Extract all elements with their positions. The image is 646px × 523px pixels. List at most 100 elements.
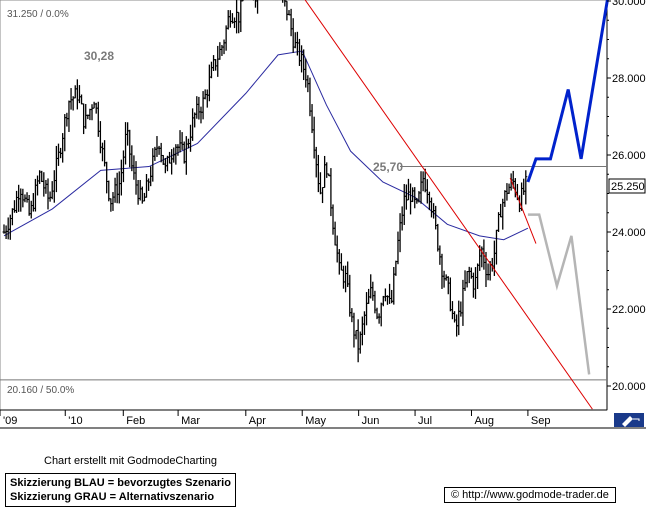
- ohlc-bar: [157, 145, 161, 155]
- ohlc-bar: [61, 133, 65, 163]
- legend-blue: Skizzierung BLAU = bevorzugtes Szenario: [10, 477, 231, 489]
- ohlc-bar: [88, 108, 92, 121]
- ohlc-bar: [233, 17, 237, 29]
- ohlc-bar: [392, 267, 396, 305]
- ohlc-bar: [396, 231, 400, 265]
- ohlc-bar: [73, 85, 77, 99]
- x-tick-label: Apr: [249, 415, 266, 427]
- y-axis-layer: 20.000 22.000 24.000 26.000 28.000 30.000: [607, 0, 646, 393]
- ohlc-bar: [21, 188, 25, 208]
- last-price-text: 25.250: [611, 181, 645, 193]
- ohlc-bar: [282, 0, 284, 3]
- ohlc-bar: [42, 172, 46, 197]
- ohlc-bar: [486, 263, 490, 281]
- price-bars-layer: [2, 0, 528, 363]
- ohlc-bar: [56, 143, 60, 166]
- ohlc-bar: [285, 0, 289, 21]
- last-price-badge: 25.250: [608, 178, 646, 194]
- ohlc-bar: [367, 288, 371, 304]
- ohlc-bar: [109, 198, 113, 212]
- ohlc-bar: [425, 179, 429, 204]
- x-tick-label: Sep: [531, 415, 551, 427]
- ohlc-bar: [119, 159, 123, 196]
- ohlc-bar: [46, 178, 50, 210]
- ohlc-bar: [302, 49, 306, 81]
- ohlc-bar: [65, 112, 69, 127]
- source-link[interactable]: © http://www.godmode-trader.de: [444, 487, 616, 503]
- ohlc-bar: [335, 235, 339, 263]
- ohlc-bar: [354, 329, 358, 340]
- ohlc-bar: [235, 0, 239, 34]
- x-tick-label: Jun: [362, 415, 380, 427]
- alternative-scenario-path: [527, 213, 591, 375]
- ohlc-bar: [105, 161, 109, 194]
- ohlc-bar: [333, 221, 337, 246]
- ohlc-bar: [409, 183, 413, 215]
- annotation-25-70: 25,70: [373, 160, 403, 174]
- ohlc-bar: [82, 103, 86, 135]
- ohlc-bar: [69, 88, 73, 110]
- chart-credit: Chart erstellt mit GodmodeCharting: [44, 455, 218, 467]
- ohlc-bar: [339, 253, 343, 271]
- ohlc-bar: [352, 312, 356, 348]
- ohlc-bar: [19, 188, 23, 212]
- ohlc-bar: [499, 203, 503, 218]
- ohlc-bar: [25, 192, 29, 203]
- ohlc-bar: [63, 114, 67, 152]
- ohlc-bar: [289, 8, 293, 37]
- ohlc-bar: [318, 172, 322, 195]
- y-tick-label: 22.000: [612, 304, 646, 316]
- ohlc-bar: [316, 154, 320, 193]
- legend-gray: Skizzierung GRAU = Alternativszenario: [10, 491, 215, 503]
- ohlc-bar: [228, 10, 232, 28]
- ohlc-bar: [406, 178, 410, 201]
- ohlc-bar: [394, 260, 398, 276]
- pencil-icon[interactable]: [614, 413, 644, 427]
- ohlc-bar: [138, 179, 142, 201]
- ohlc-bar: [134, 161, 138, 195]
- ohlc-bar: [440, 253, 444, 289]
- ohlc-bar: [436, 223, 440, 252]
- ohlc-bar: [77, 85, 81, 104]
- preferred-scenario-path: [526, 0, 609, 183]
- ohlc-bar: [467, 266, 471, 284]
- ohlc-bar: [421, 171, 425, 192]
- ohlc-bar: [474, 267, 478, 299]
- ohlc-bar: [218, 42, 222, 60]
- ohlc-bar: [80, 94, 84, 105]
- ohlc-bar: [199, 106, 203, 124]
- ohlc-bar: [497, 212, 501, 232]
- ohlc-bar: [381, 295, 385, 307]
- ohlc-bar: [48, 191, 52, 202]
- ohlc-bar: [124, 122, 128, 165]
- ohlc-bar: [180, 132, 184, 150]
- ohlc-bar: [15, 190, 19, 213]
- ohlc-bar: [214, 59, 218, 71]
- ohlc-bar: [522, 178, 526, 195]
- ohlc-bar: [344, 265, 348, 293]
- ohlc-bar: [501, 198, 505, 230]
- x-tick-label: Jul: [418, 415, 432, 427]
- ohlc-bar: [155, 136, 159, 157]
- ohlc-bar: [98, 121, 102, 154]
- moving-average-layer: [3, 50, 529, 241]
- y-axis-panel: [607, 0, 646, 410]
- ohlc-bar: [448, 277, 452, 312]
- ohlc-bar: [159, 142, 163, 163]
- fib-level-bottom-label: 20.160 / 50.0%: [7, 385, 74, 396]
- ohlc-bar: [205, 89, 209, 108]
- ohlc-bar: [170, 149, 174, 175]
- ohlc-bar: [400, 206, 404, 231]
- ohlc-bar: [54, 145, 58, 193]
- x-tick-label: Mar: [181, 415, 200, 427]
- ohlc-bar: [457, 300, 461, 336]
- ohlc-bar: [348, 274, 352, 317]
- fib-level-top-label: 31.250 / 0.0%: [7, 9, 69, 20]
- ohlc-bar: [224, 25, 228, 51]
- ohlc-bar: [111, 192, 115, 211]
- ohlc-bar: [377, 313, 381, 324]
- ohlc-bar: [494, 229, 498, 265]
- ohlc-bar: [300, 45, 304, 73]
- ohlc-bar: [128, 129, 132, 168]
- ohlc-bar: [209, 61, 213, 79]
